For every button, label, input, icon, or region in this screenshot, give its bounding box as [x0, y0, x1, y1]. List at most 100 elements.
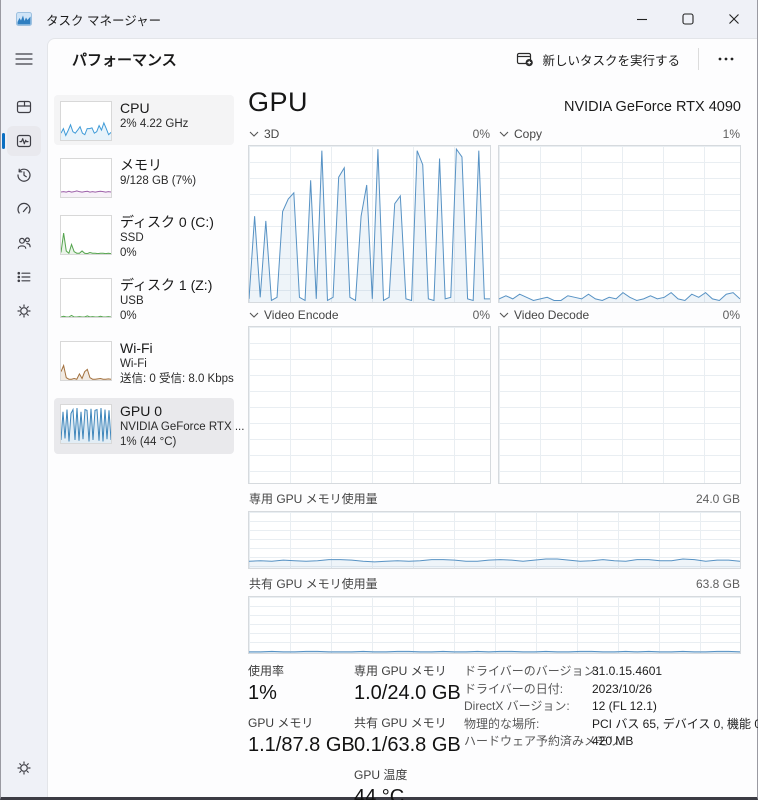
maximize-button[interactable]	[665, 0, 711, 38]
mem-chart-label: 共有 GPU メモリ使用量	[249, 577, 378, 591]
perf-item-gpu0[interactable]: GPU 0 NVIDIA GeForce RTX ... 1% (44 °C)	[54, 398, 244, 454]
perf-item-sub: 2% 4.22 GHz	[120, 118, 189, 130]
processes-icon	[16, 100, 32, 114]
cpu-thumbnail-chart	[60, 101, 112, 141]
perf-item-title: ディスク 1 (Z:)	[120, 277, 213, 293]
video-encode-chart	[248, 326, 491, 484]
navigation-menu-button[interactable]	[7, 44, 41, 74]
stat-value: 44 °C	[354, 786, 405, 800]
history-icon	[17, 168, 31, 182]
perf-item-title: GPU 0	[120, 403, 163, 419]
chart-label: Video Decode	[514, 308, 590, 322]
info-row: 物理的な場所: PCI バス 65, デバイス 0, 機能 0	[464, 716, 758, 734]
sidebar-item-users[interactable]	[7, 228, 41, 258]
sidebar-item-startup-apps[interactable]	[7, 194, 41, 224]
chart-label: 3D	[264, 127, 280, 141]
perf-item-disk0[interactable]: ディスク 0 (C:) SSD 0%	[54, 209, 234, 265]
info-value: 31.0.15.4601	[592, 664, 663, 678]
stats-column-1: 使用率 1% GPU メモリ 1.1/87.8 GB	[248, 662, 355, 800]
stat-label: GPU メモリ	[248, 716, 314, 730]
sidebar-item-services[interactable]	[7, 296, 41, 326]
info-label: DirectX バージョン:	[464, 699, 570, 713]
shared-memory-chart	[248, 596, 741, 654]
perf-item-sub: 9/128 GB (7%)	[120, 175, 197, 187]
info-value: 420 MB	[592, 734, 634, 748]
services-gear-icon	[17, 304, 31, 318]
stat-value: 1.1/87.8 GB	[248, 734, 355, 756]
chart-label: Video Encode	[264, 308, 339, 322]
stat-value: 1.0/24.0 GB	[354, 682, 461, 704]
chart-block-copy: Copy 1%	[498, 122, 741, 303]
perf-item-title: CPU	[120, 100, 150, 116]
video-decode-chart	[498, 326, 741, 484]
sidebar-item-settings[interactable]	[7, 753, 41, 783]
run-new-task-label: 新しいタスクを実行する	[542, 53, 680, 68]
info-row: DirectX バージョン: 12 (FL 12.1)	[464, 698, 741, 716]
ellipsis-icon	[718, 57, 734, 61]
chevron-down-icon[interactable]	[249, 312, 259, 318]
disk0-thumbnail-chart	[60, 215, 112, 255]
perf-item-cpu[interactable]: CPU 2% 4.22 GHz	[54, 95, 234, 145]
more-options-button[interactable]	[707, 51, 745, 67]
chart-block-video-decode: Video Decode 0%	[498, 303, 741, 484]
info-label: ハードウェア予約済みメモリ:	[464, 734, 624, 748]
info-row: ドライバーのバージョン: 31.0.15.4601	[464, 663, 741, 681]
perf-item-title: ディスク 0 (C:)	[120, 214, 214, 230]
app-icon	[16, 12, 32, 26]
shared-memory-block: 共有 GPU メモリ使用量 63.8 GB	[248, 569, 741, 654]
perf-item-wifi[interactable]: Wi-Fi Wi-Fi 送信: 0 受信: 8.0 Kbps	[54, 335, 234, 391]
run-new-task-button[interactable]: 新しいタスクを実行する	[506, 44, 690, 75]
perf-item-title: Wi-Fi	[120, 340, 153, 356]
info-label: 物理的な場所:	[464, 716, 540, 731]
info-value: 2023/10/26	[592, 681, 653, 696]
chart-block-3d: 3D 0%	[248, 122, 491, 303]
hamburger-icon	[15, 53, 33, 65]
minimize-icon	[637, 18, 647, 21]
page-header: パフォーマンス 新しいタスクを実行する	[48, 39, 757, 79]
gpu0-thumbnail-chart	[60, 404, 112, 444]
maximize-icon	[682, 13, 694, 25]
sidebar-item-processes[interactable]	[7, 92, 41, 122]
info-value: PCI バス 65, デバイス 0, 機能 0	[592, 716, 758, 731]
perf-item-sub: 0%	[120, 247, 137, 259]
chevron-down-icon[interactable]	[249, 131, 259, 137]
page-title: パフォーマンス	[72, 51, 177, 69]
perf-item-disk1[interactable]: ディスク 1 (Z:) USB 0%	[54, 272, 234, 328]
perf-item-sub: SSD	[120, 232, 144, 244]
info-label: ドライバーの日付:	[464, 681, 564, 696]
sidebar-item-performance[interactable]	[2, 126, 41, 156]
chart-value: 0%	[472, 308, 490, 322]
gpu-panel-title: GPU	[248, 87, 309, 117]
mem-chart-capacity: 24.0 GB	[695, 491, 740, 506]
chevron-down-icon[interactable]	[499, 131, 509, 137]
perf-item-sub: 0%	[120, 310, 137, 322]
titlebar: タスク マネージャー	[1, 0, 757, 38]
copy-usage-chart	[498, 145, 741, 303]
driver-info: ドライバーのバージョン: 31.0.15.4601 ドライバーの日付: 2023…	[464, 662, 758, 800]
perf-item-sub: 1% (44 °C)	[120, 436, 177, 448]
perf-item-sub: NVIDIA GeForce RTX ...	[120, 421, 245, 433]
sidebar	[1, 38, 47, 797]
run-new-task-icon	[517, 52, 534, 67]
close-button[interactable]	[711, 0, 757, 38]
info-row: ドライバーの日付: 2023/10/26	[464, 681, 741, 699]
perf-item-memory[interactable]: メモリ 9/128 GB (7%)	[54, 152, 234, 202]
chart-value: 0%	[722, 308, 740, 322]
stat-label: 共有 GPU メモリ	[354, 716, 447, 730]
info-value: 12 (FL 12.1)	[592, 699, 657, 713]
info-label: ドライバーのバージョン:	[464, 664, 599, 678]
stat-label: 使用率	[248, 664, 285, 678]
memory-thumbnail-chart	[60, 158, 112, 198]
chevron-down-icon[interactable]	[499, 312, 509, 318]
minimize-button[interactable]	[619, 0, 665, 38]
sidebar-item-app-history[interactable]	[7, 160, 41, 190]
content-card: パフォーマンス 新しいタスクを実行する	[47, 38, 758, 800]
gpu-detail-panel: GPU NVIDIA GeForce RTX 4090 3D 0%	[240, 85, 758, 800]
header-divider	[698, 48, 699, 70]
3d-usage-chart	[248, 145, 491, 303]
details-list-icon	[17, 271, 31, 283]
perf-item-sub: Wi-Fi	[120, 358, 147, 370]
sidebar-item-details[interactable]	[7, 262, 41, 292]
dedicated-memory-block: 専用 GPU メモリ使用量 24.0 GB	[248, 484, 741, 569]
